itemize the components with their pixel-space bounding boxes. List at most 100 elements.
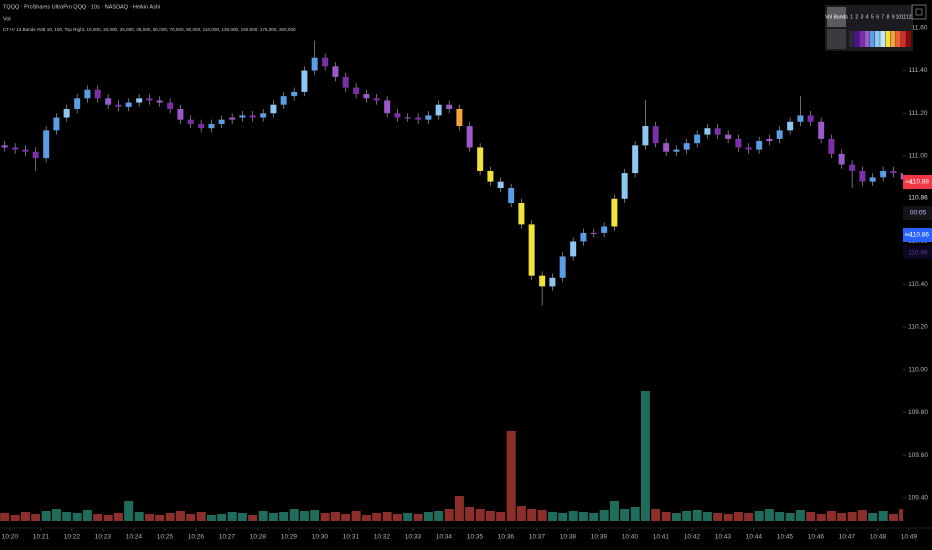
- candle-body: [167, 102, 174, 109]
- candle-body: [869, 177, 876, 182]
- volume-bar: [537, 510, 547, 521]
- volume-bar: [423, 512, 433, 521]
- volume-bar: [20, 512, 30, 521]
- legend-empty-cell: [827, 29, 846, 49]
- x-tick-label: 10:24: [126, 534, 143, 541]
- volume-bar: [682, 511, 692, 521]
- candle-body: [187, 119, 194, 124]
- volume-bar: [279, 512, 289, 521]
- volume-bar: [671, 513, 681, 521]
- y-tick-label: 109.60: [908, 452, 928, 459]
- indicator-label: Vol: [3, 16, 11, 22]
- candle-body: [807, 115, 814, 122]
- volume-bar: [485, 511, 495, 521]
- candle-body: [714, 128, 721, 135]
- volume-bar: [454, 496, 464, 521]
- candle-body: [32, 151, 39, 159]
- candle-body: [435, 104, 442, 116]
- volume-bar: [692, 510, 702, 521]
- volume-bar: [868, 513, 878, 521]
- candle-body: [683, 143, 690, 150]
- x-tick-label: 10:22: [64, 534, 81, 541]
- volume-bar: [155, 515, 165, 521]
- settings-button[interactable]: [911, 4, 927, 20]
- volume-bar: [62, 512, 72, 521]
- volume-bar: [888, 514, 898, 521]
- volume-bar: [764, 509, 774, 521]
- candle-body: [849, 164, 856, 171]
- candle-body: [384, 100, 391, 114]
- price-axis: [903, 0, 932, 528]
- candle-body: [570, 241, 577, 257]
- volume-bar: [837, 513, 847, 521]
- legend-swatch: [901, 31, 906, 47]
- volume-bar: [403, 513, 413, 521]
- legend-label: 4: [866, 14, 869, 20]
- x-tick-label: 10:40: [622, 534, 639, 541]
- candle-body: [559, 256, 566, 278]
- volume-bar: [351, 511, 361, 521]
- candle-body: [74, 98, 81, 109]
- volume-bar: [361, 515, 371, 521]
- legend-label: 7: [881, 14, 884, 20]
- candle-body: [632, 145, 639, 174]
- x-tick-label: 10:35: [467, 534, 484, 541]
- volume-bar: [206, 515, 216, 521]
- countdown-box: [903, 206, 932, 220]
- volume-bar: [785, 513, 795, 521]
- candle-body: [301, 70, 308, 92]
- volume-bar: [51, 509, 61, 521]
- volume-bar: [341, 514, 351, 521]
- candle-body: [797, 115, 804, 122]
- volume-bar: [124, 501, 134, 521]
- volume-bar: [413, 514, 423, 521]
- volume-bar: [382, 512, 392, 521]
- volume-bar: [465, 507, 475, 521]
- volume-bar: [558, 513, 568, 521]
- volume-bar: [175, 511, 185, 521]
- legend-swatch: [895, 31, 901, 47]
- x-tick-label: 10:43: [715, 534, 732, 541]
- candle-body: [404, 117, 411, 119]
- candle-body: [156, 100, 163, 103]
- candle-body: [549, 277, 556, 287]
- mid-box: [903, 246, 932, 259]
- candle-body: [446, 104, 453, 109]
- indicator-label: CT+V 12 Bands AVB 10, 100, Top Right, 10…: [3, 27, 296, 32]
- candle-body: [84, 89, 91, 99]
- volume-bar: [237, 513, 247, 521]
- volume-bar: [444, 509, 454, 521]
- candle-body: [704, 128, 711, 135]
- volume-bar: [733, 512, 743, 521]
- legend-swatch: [906, 31, 911, 47]
- volume-bar: [826, 511, 836, 521]
- last-box: [903, 191, 932, 205]
- candle-body: [859, 170, 866, 182]
- volume-bar: [702, 512, 712, 521]
- candle-body: [363, 94, 370, 99]
- candle-body: [518, 203, 525, 225]
- candle-body: [528, 224, 535, 276]
- volume-bar: [775, 512, 785, 521]
- candle-body: [322, 57, 329, 67]
- x-tick-label: 10:31: [343, 534, 360, 541]
- y-tick-label: 111.60: [909, 24, 928, 31]
- candle-body: [828, 138, 835, 154]
- bid-label: Bid: [905, 232, 912, 237]
- candle-body: [456, 108, 463, 127]
- x-tick-label: 10:46: [808, 534, 825, 541]
- volume-bar: [144, 514, 154, 521]
- x-tick-label: 10:34: [436, 534, 453, 541]
- volume-bar: [516, 506, 526, 521]
- ask-box: [903, 175, 932, 189]
- volume-bar: [857, 510, 867, 521]
- legend-swatch: [849, 31, 854, 47]
- candle-body: [280, 96, 287, 105]
- volume-bar: [320, 513, 330, 521]
- volume-bar: [310, 510, 320, 521]
- volume-bar: [82, 510, 92, 521]
- candle-body: [249, 115, 256, 118]
- volume-bar: [289, 509, 299, 521]
